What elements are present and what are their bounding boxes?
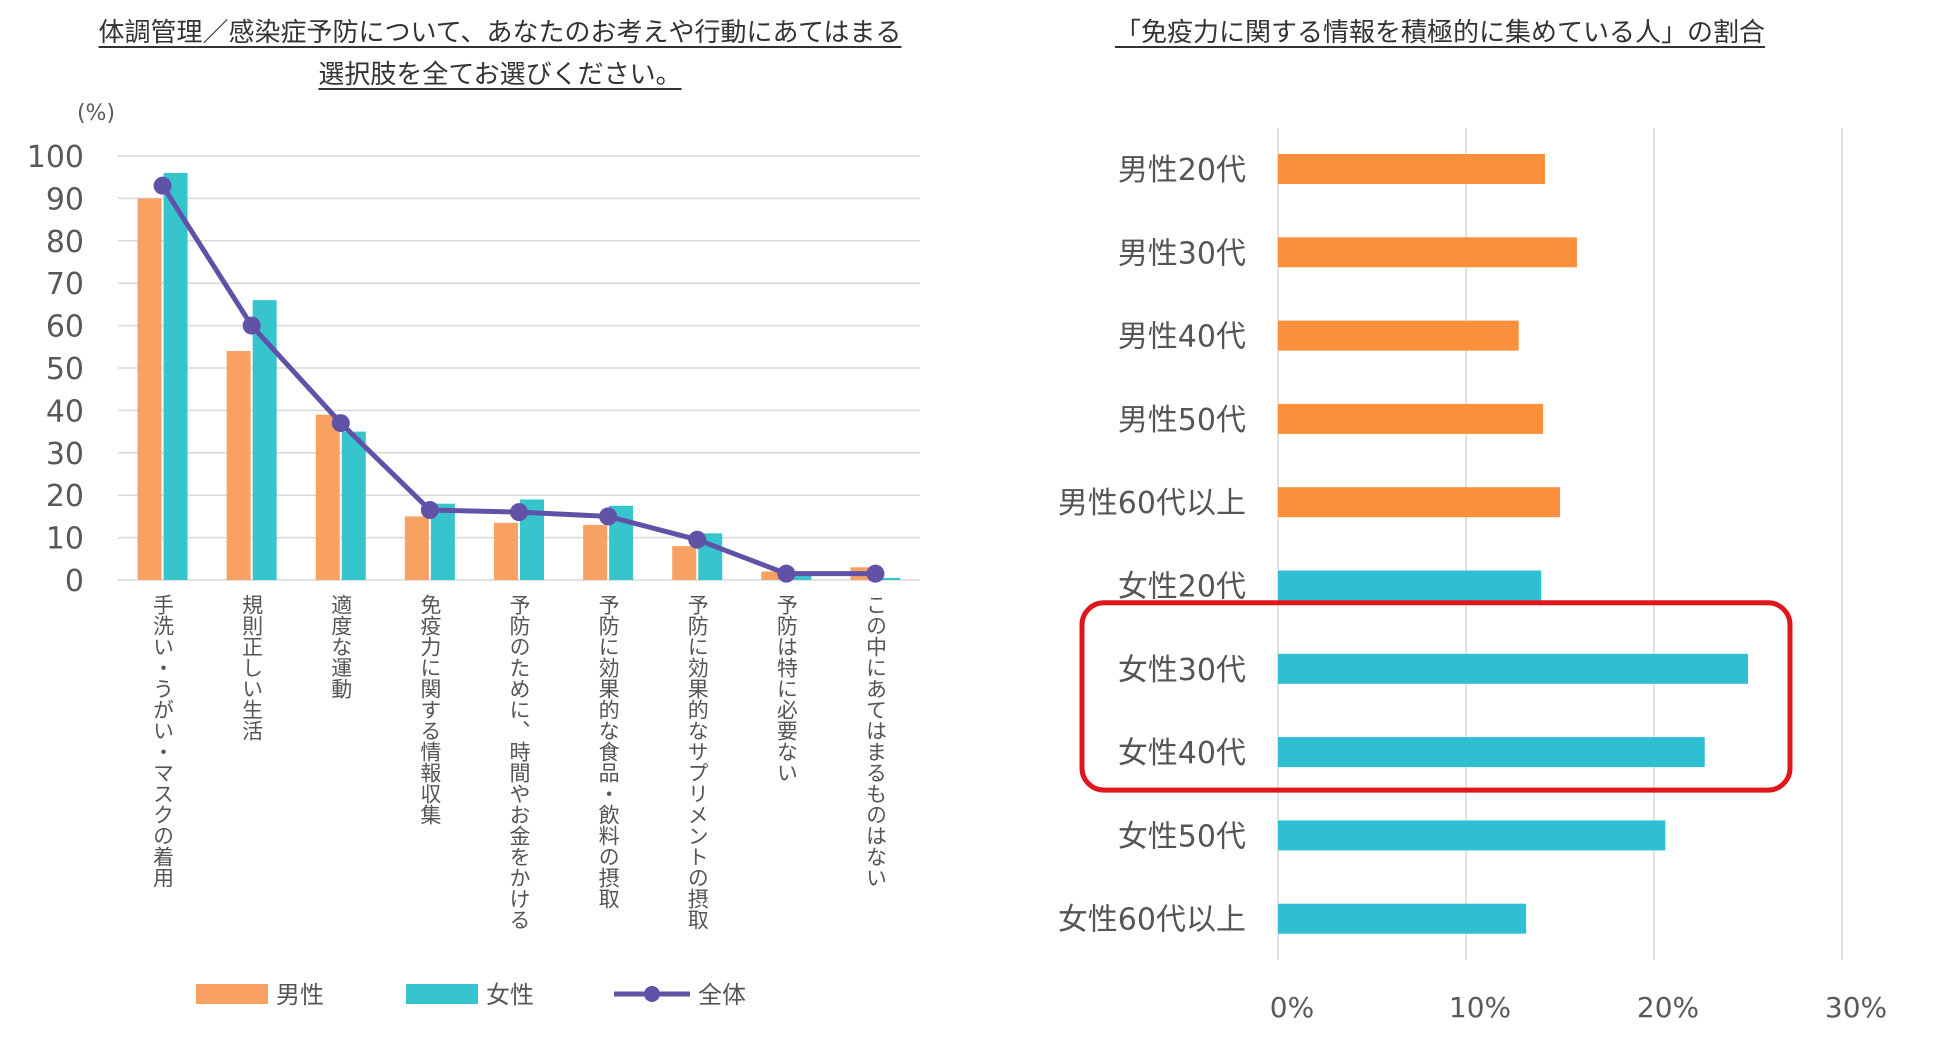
bar-male	[226, 351, 251, 580]
total-point	[510, 503, 528, 522]
y-axis-unit: (%)	[77, 101, 115, 126]
right-chart-title: 「免疫力に関する情報を積極的に集めている人」の割合	[1114, 18, 1765, 48]
bar-male	[494, 522, 518, 580]
y-tick-label: 30	[46, 437, 84, 472]
category-label: 男性40代	[1118, 320, 1246, 355]
x-tick-label: 20%	[1637, 991, 1699, 1024]
total-point	[242, 316, 261, 335]
legend-swatch	[406, 984, 478, 1004]
category-label: 男性30代	[1118, 236, 1246, 271]
hbar	[1278, 653, 1748, 684]
category-label: 女性50代	[1118, 819, 1246, 854]
hbar	[1278, 487, 1560, 518]
x-tick-label: 免疫力に関する情報収集	[418, 594, 442, 825]
y-tick-label: 100	[27, 140, 84, 175]
y-tick-label: 0	[65, 564, 84, 599]
total-point	[688, 530, 707, 549]
x-tick-label: 予防は特に必要ない	[774, 594, 798, 783]
y-tick-label: 70	[46, 267, 84, 302]
total-point	[153, 176, 172, 195]
bar-male	[404, 516, 429, 580]
total-point	[331, 414, 350, 433]
total-point	[599, 507, 618, 526]
category-label: 女性40代	[1118, 736, 1246, 771]
x-tick-label: 10%	[1449, 991, 1511, 1024]
hbar	[1278, 403, 1544, 434]
legend-label: 全体	[698, 981, 746, 1009]
legend-label: 男性	[276, 981, 324, 1009]
bar-male	[137, 198, 162, 580]
x-tick-label: この中にあてはまるものはない	[863, 594, 887, 888]
x-tick-label: 手洗い・うがい・マスクの着用	[151, 594, 175, 888]
hbar	[1278, 154, 1545, 184]
total-point	[420, 501, 439, 520]
x-tick-label: 予防のために、時間やお金をかける	[507, 594, 531, 930]
left-chart-title-line-1: 体調管理／感染症予防について、あなたのお考えや行動にあてはまる	[98, 18, 902, 48]
bar-female	[341, 431, 366, 580]
total-point	[777, 564, 796, 583]
x-tick-label: 30%	[1825, 991, 1887, 1024]
category-label: 女性60代以上	[1058, 903, 1246, 938]
hbar	[1278, 903, 1527, 934]
category-label: 男性50代	[1118, 403, 1246, 438]
hbar	[1278, 320, 1519, 351]
bar-male	[672, 546, 697, 580]
x-tick-label: 予防に効果的な食品・飲料の摂取	[596, 594, 620, 909]
bar-male	[315, 414, 340, 580]
bar-female	[876, 577, 901, 580]
category-label: 男性20代	[1118, 153, 1246, 188]
y-tick-label: 50	[46, 352, 84, 387]
y-tick-label: 20	[46, 479, 84, 514]
bar-male	[761, 571, 786, 580]
left-chart-title: 体調管理／感染症予防について、あなたのお考えや行動にあてはまる 選択肢を全てお選…	[60, 12, 940, 96]
bar-female	[163, 172, 188, 580]
legend-marker	[644, 986, 660, 1002]
x-tick-label: 予防に効果的なサプリメントの摂取	[685, 594, 709, 930]
y-tick-label: 10	[46, 522, 84, 557]
hbar	[1278, 237, 1577, 268]
hbar	[1278, 737, 1705, 768]
left-chart-title-line-2: 選択肢を全てお選びください。	[318, 60, 682, 90]
x-tick-label: 0%	[1270, 991, 1314, 1024]
bar-female	[787, 575, 812, 580]
bar-male	[583, 524, 608, 580]
y-tick-label: 90	[46, 182, 84, 217]
hbar	[1278, 570, 1542, 601]
total-point	[866, 564, 885, 583]
y-tick-label: 40	[46, 394, 84, 429]
hbar	[1278, 820, 1666, 851]
legend-swatch	[196, 984, 268, 1004]
category-label: 女性20代	[1118, 570, 1246, 605]
category-label: 男性60代以上	[1058, 486, 1246, 521]
legend-label: 女性	[486, 981, 534, 1009]
y-tick-label: 80	[46, 225, 84, 260]
x-tick-label: 適度な運動	[329, 594, 353, 699]
x-tick-label: 規則正しい生活	[240, 594, 264, 741]
left-chart: 0 10 20 30 40 50 60 70 80 90 100 (%) 手洗い・うがい・マスクの着用 規…	[27, 101, 920, 1009]
y-tick-label: 60	[46, 310, 84, 345]
right-chart: 0% 10% 20% 30%男性20代男性30代男性40代男性50代男性60代以上女性…	[1058, 128, 1887, 1024]
category-label: 女性30代	[1118, 653, 1246, 688]
highlight-frame	[1079, 600, 1793, 793]
